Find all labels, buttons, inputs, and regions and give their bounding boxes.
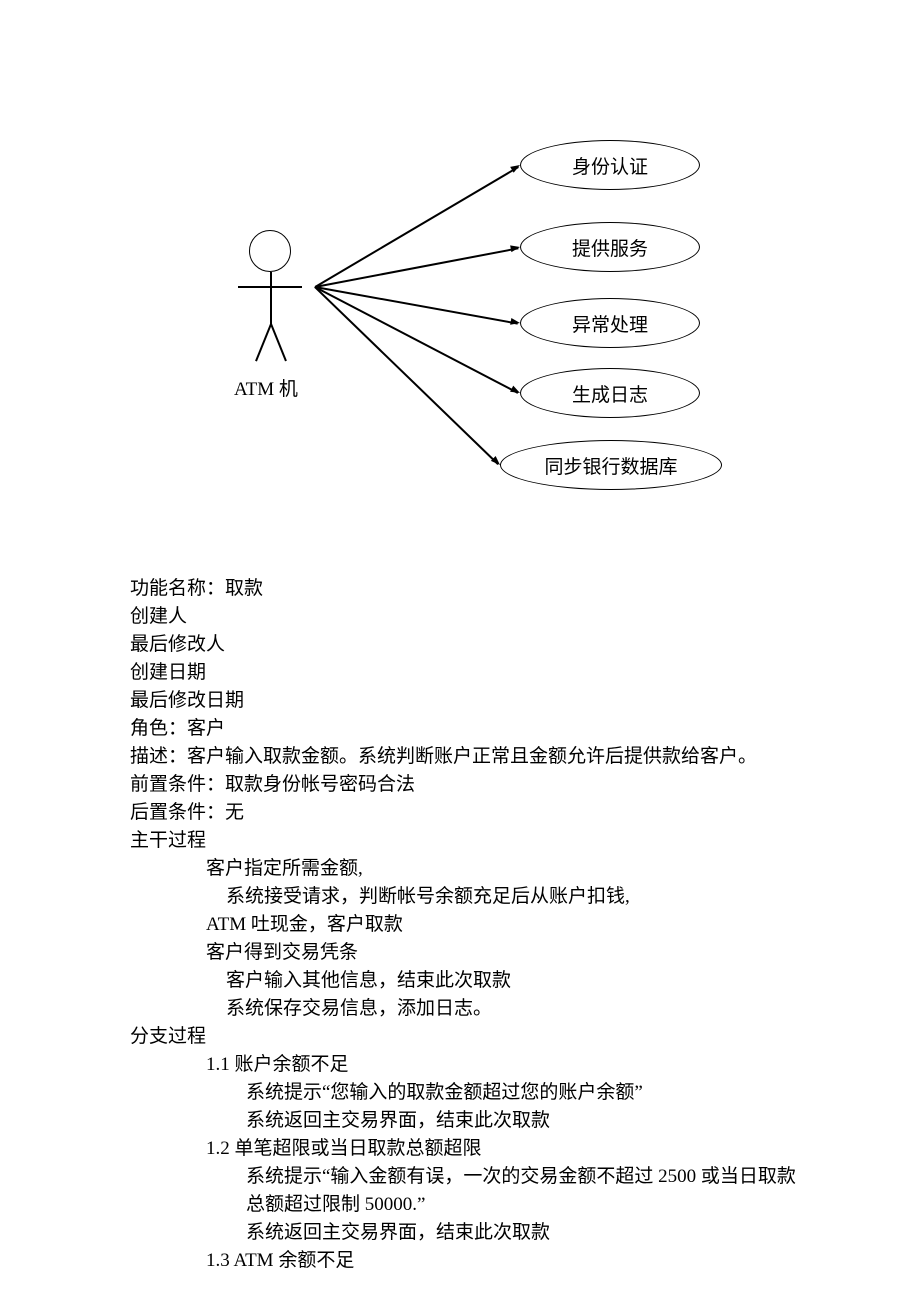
branch-title: 1.1 账户余额不足 xyxy=(130,1051,810,1079)
usecase-ellipse: 异常处理 xyxy=(520,298,700,348)
actor-body xyxy=(270,272,272,324)
arrow-line xyxy=(315,286,519,393)
usecase-ellipse: 同步银行数据库 xyxy=(500,440,722,490)
row-title: 功能名称：取款 xyxy=(130,575,810,603)
branch-step: 系统提示“您输入的取款金额超过您的账户余额” xyxy=(130,1079,810,1107)
usecase-ellipse: 生成日志 xyxy=(520,368,700,418)
row-precond: 前置条件：取款身份帐号密码合法 xyxy=(130,771,810,799)
branches: 1.1 账户余额不足系统提示“您输入的取款金额超过您的账户余额”系统返回主交易界… xyxy=(130,1051,810,1275)
usecase-ellipse: 身份认证 xyxy=(520,140,700,190)
usecase-ellipse: 提供服务 xyxy=(520,222,700,272)
row-main-flow: 主干过程 xyxy=(130,827,810,855)
branch-step: 系统返回主交易界面，结束此次取款 xyxy=(130,1219,810,1247)
row-postcond: 后置条件：无 xyxy=(130,799,810,827)
main-step: 客户指定所需金额, xyxy=(130,855,810,883)
actor-leg-left xyxy=(255,324,271,362)
main-step: ATM 吐现金，客户取款 xyxy=(130,911,810,939)
main-step: 系统接受请求，判断帐号余额充足后从账户扣钱, xyxy=(130,883,810,911)
actor-head xyxy=(249,230,291,272)
arrow-line xyxy=(314,286,499,465)
row-creator: 创建人 xyxy=(130,603,810,631)
branch-step: 总额超过限制 50000.” xyxy=(130,1191,810,1219)
row-role: 角色：客户 xyxy=(130,715,810,743)
actor-leg-right xyxy=(270,324,286,362)
actor-arms xyxy=(238,286,302,288)
row-desc: 描述：客户输入取款金额。系统判断账户正常且金额允许后提供款给客户。 xyxy=(130,743,810,771)
main-step: 客户得到交易凭条 xyxy=(130,939,810,967)
actor-label: ATM 机 xyxy=(234,374,298,401)
row-branch-flow: 分支过程 xyxy=(130,1023,810,1051)
branch-title: 1.3 ATM 余额不足 xyxy=(130,1247,810,1275)
row-last-modifier: 最后修改人 xyxy=(130,631,810,659)
arrow-line xyxy=(315,286,518,324)
row-last-modify-date: 最后修改日期 xyxy=(130,687,810,715)
branch-step: 系统提示“输入金额有误，一次的交易金额不超过 2500 或当日取款 xyxy=(130,1163,810,1191)
branch-step: 系统返回主交易界面，结束此次取款 xyxy=(130,1107,810,1135)
row-create-date: 创建日期 xyxy=(130,659,810,687)
usecase-diagram: ATM 机 身份认证提供服务异常处理生成日志同步银行数据库 xyxy=(140,130,790,500)
arrow-line xyxy=(315,166,519,287)
main-step: 客户输入其他信息，结束此次取款 xyxy=(130,967,810,995)
main-step: 系统保存交易信息，添加日志。 xyxy=(130,995,810,1023)
spec-text: 功能名称：取款 创建人 最后修改人 创建日期 最后修改日期 角色：客户 描述：客… xyxy=(130,575,810,1275)
branch-title: 1.2 单笔超限或当日取款总额超限 xyxy=(130,1135,810,1163)
